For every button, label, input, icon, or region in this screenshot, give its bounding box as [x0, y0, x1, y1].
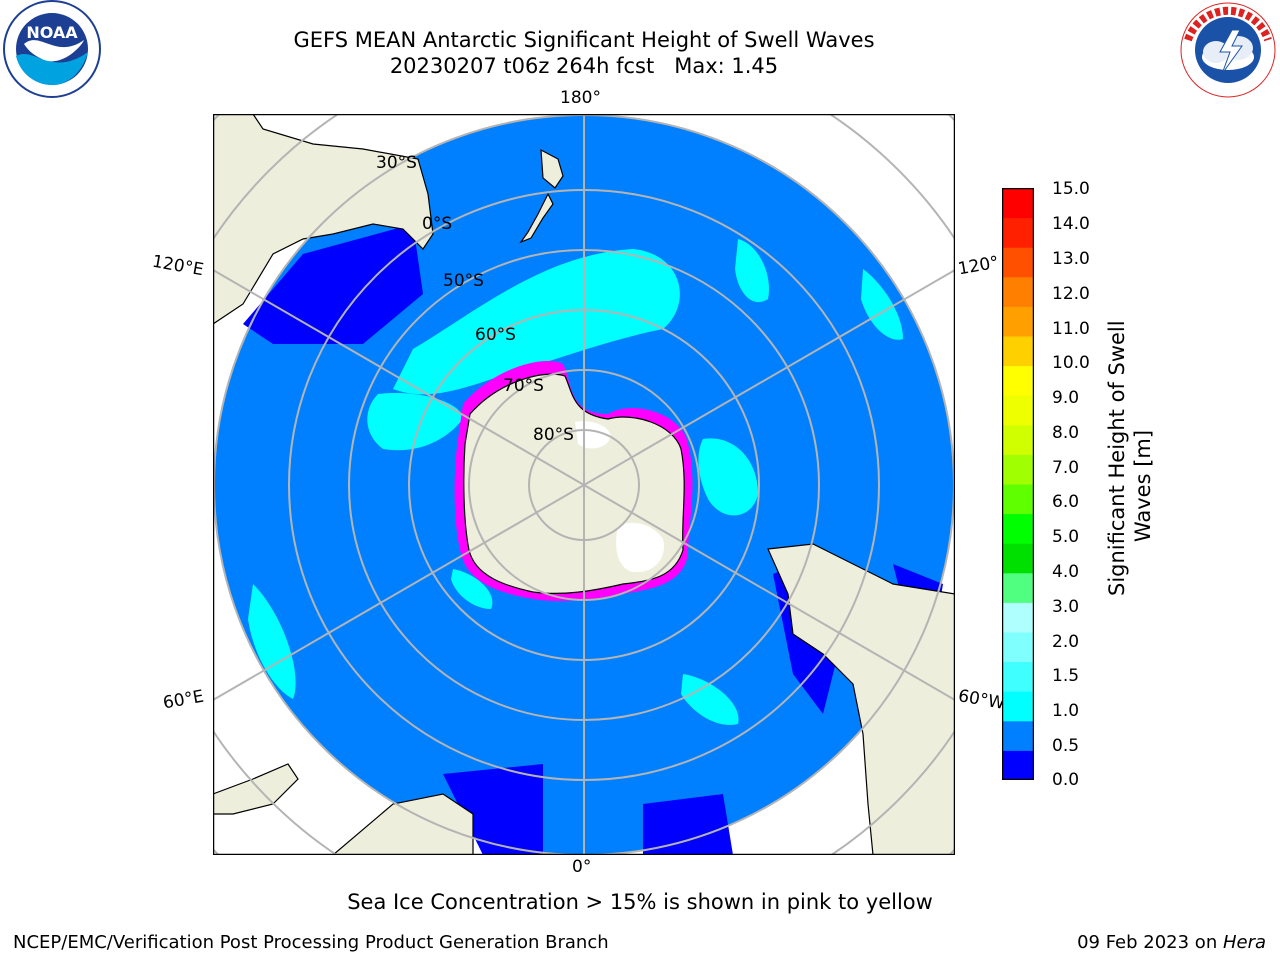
lon-label-60w: 60°W: [956, 686, 1007, 714]
colorbar-label-line1: Significant Height of Swell: [1105, 320, 1129, 596]
colorbar-tick: 0.0: [1052, 770, 1080, 790]
colorbar-swatch: [1002, 484, 1034, 515]
lat-label-40s: 0°S: [422, 214, 452, 234]
land-new-zealand-north: [540, 148, 564, 189]
swell-low-area: [443, 764, 543, 855]
noaa-logo-text: NOAA: [26, 23, 78, 42]
footer-date: 09 Feb 2023 on Hera: [1077, 932, 1266, 953]
map-caption: Sea Ice Concentration > 15% is shown in …: [347, 890, 933, 914]
colorbar-tick: 12.0: [1052, 284, 1090, 304]
colorbar-tick: 7.0: [1052, 458, 1080, 478]
lat-label-70s: 70°S: [503, 376, 544, 396]
land-madagascar: [213, 763, 299, 815]
colorbar-swatch: [1002, 661, 1034, 692]
colorbar-frame: [1001, 187, 1035, 781]
lon-label-120w: 120°: [956, 252, 1001, 280]
colorbar-swatch: [1002, 306, 1034, 337]
colorbar-label: Significant Height of Swell Waves [m]: [1020, 320, 1240, 596]
colorbar-swatch: [1002, 513, 1034, 544]
swell-mid-area: [367, 393, 463, 451]
swell-mid-area: [735, 239, 769, 303]
lon-label-60e: 60°E: [161, 686, 206, 714]
colorbar-tick: 3.0: [1052, 597, 1080, 617]
footer-date-text: 09 Feb 2023 on: [1077, 932, 1223, 953]
colorbar-swatch: [1002, 336, 1034, 367]
longitude-grid: [213, 114, 955, 855]
colorbar-swatch: [1002, 188, 1034, 219]
map-panel: 30°S 0°S 50°S 60°S 70°S 80°S: [212, 113, 956, 856]
colorbar-swatch: [1002, 632, 1034, 663]
colorbar-tick: 15.0: [1052, 179, 1090, 199]
chart-subtitle: 20230207 t06z 264h fcst Max: 1.45: [389, 54, 779, 78]
colorbar-swatch: [1002, 572, 1034, 603]
lon-label-180: 180°: [560, 88, 601, 108]
colorbar-swatch: [1002, 691, 1034, 722]
swell-mid-area: [248, 584, 296, 699]
colorbar-swatch: [1002, 217, 1034, 248]
lon-label-0: 0°: [572, 857, 592, 877]
ice-shelf-weddell: [616, 522, 664, 573]
land-africa: [332, 793, 474, 855]
colorbar-swatch: [1002, 543, 1034, 574]
colorbar-tick: 11.0: [1052, 319, 1090, 339]
colorbar-tick: 10.0: [1052, 353, 1090, 373]
colorbar-swatch: [1002, 720, 1034, 751]
lat-label-60s: 60°S: [475, 325, 516, 345]
colorbar-swatches: [1001, 187, 1035, 781]
colorbar-tick: 1.0: [1052, 701, 1080, 721]
footer-credit: NCEP/EMC/Verification Post Processing Pr…: [13, 932, 609, 953]
land-australia: [213, 114, 434, 325]
colorbar-label-line2: Waves [m]: [1131, 429, 1155, 543]
colorbar-tick: 0.5: [1052, 736, 1080, 756]
colorbar-tick: 2.0: [1052, 632, 1080, 652]
lat-label-80s: 80°S: [533, 425, 574, 445]
colorbar-swatch: [1002, 602, 1034, 633]
noaa-logo: NOAA: [0, 0, 105, 100]
swell-mid-area: [861, 269, 903, 340]
colorbar-tick: 5.0: [1052, 527, 1080, 547]
colorbar-tick: 13.0: [1052, 249, 1090, 269]
map-frame: [212, 113, 956, 856]
nws-logo: [1176, 0, 1280, 100]
colorbar-swatch: [1002, 276, 1034, 307]
footer-host: Hera: [1222, 932, 1266, 953]
land-new-zealand-south: [519, 192, 554, 244]
lat-label-30s: 30°S: [376, 153, 417, 173]
colorbar-tick: 8.0: [1052, 423, 1080, 443]
colorbar-swatch: [1002, 454, 1034, 485]
colorbar: [1001, 187, 1035, 781]
colorbar-tick: 6.0: [1052, 492, 1080, 512]
colorbar-swatch: [1002, 395, 1034, 426]
swell-low-area: [643, 794, 733, 855]
swell-mid-area: [698, 438, 758, 516]
swell-mid-area: [681, 674, 739, 725]
colorbar-tick: 4.0: [1052, 562, 1080, 582]
lon-label-120e: 120°E: [150, 251, 206, 281]
colorbar-tick: 14.0: [1052, 214, 1090, 234]
colorbar-swatch: [1002, 750, 1034, 781]
chart-title: GEFS MEAN Antarctic Significant Height o…: [293, 28, 875, 52]
polar-map: 30°S 0°S 50°S 60°S 70°S 80°S: [212, 113, 956, 856]
swell-mid-area: [451, 569, 493, 609]
lat-label-50s: 50°S: [443, 271, 484, 291]
colorbar-tick: 9.0: [1052, 388, 1080, 408]
colorbar-swatch: [1002, 247, 1034, 278]
land-south-america: [767, 543, 955, 855]
colorbar-swatch: [1002, 365, 1034, 396]
colorbar-tick: 1.5: [1052, 666, 1080, 686]
colorbar-swatch: [1002, 424, 1034, 455]
